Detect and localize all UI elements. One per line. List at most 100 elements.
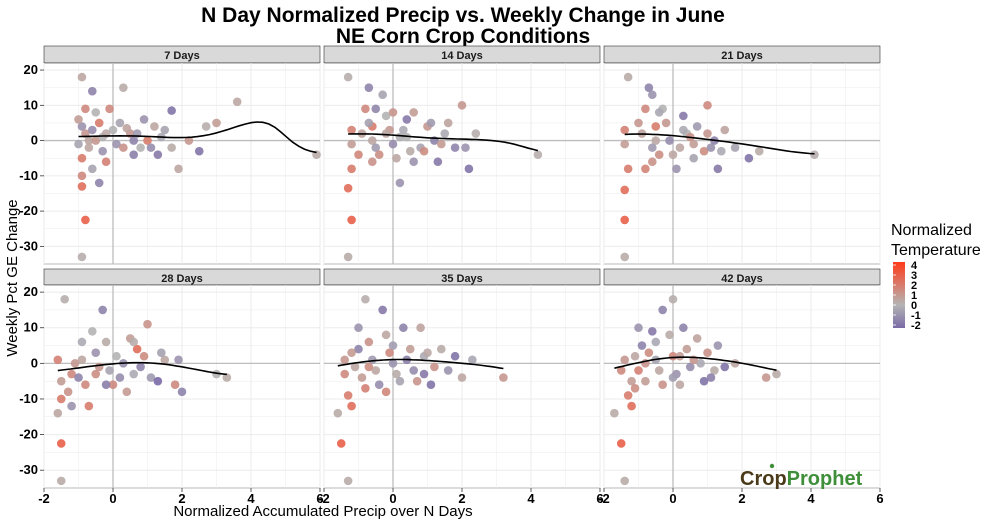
data-point xyxy=(620,476,629,486)
data-point xyxy=(627,401,636,411)
data-point xyxy=(717,146,726,156)
data-point xyxy=(378,305,387,315)
data-point xyxy=(416,323,425,333)
data-point xyxy=(139,351,149,361)
y-tick-label: -10 xyxy=(19,168,38,183)
data-point xyxy=(675,143,685,152)
data-point xyxy=(409,157,419,167)
data-point xyxy=(347,164,356,174)
data-point xyxy=(63,387,73,397)
y-tick-label: 20 xyxy=(24,284,38,299)
data-point xyxy=(457,101,467,110)
data-point xyxy=(88,125,97,135)
data-point xyxy=(88,86,97,96)
data-point xyxy=(648,326,657,336)
facet-panel: 7 Days xyxy=(43,45,321,265)
x-tick-label: 4 xyxy=(807,491,815,506)
data-point xyxy=(665,330,674,340)
data-point xyxy=(381,330,391,340)
data-point xyxy=(81,104,90,114)
data-point xyxy=(381,387,391,397)
y-tick-label: 20 xyxy=(24,62,38,77)
data-point xyxy=(399,125,408,135)
data-point xyxy=(703,129,712,138)
data-point xyxy=(409,108,419,117)
data-point xyxy=(91,348,101,357)
data-point xyxy=(430,362,439,372)
data-point xyxy=(371,366,381,375)
data-point xyxy=(129,369,138,379)
data-point xyxy=(381,129,391,138)
data-point xyxy=(364,337,374,347)
data-point xyxy=(371,104,381,114)
data-point xyxy=(374,150,384,159)
data-point xyxy=(610,408,619,418)
data-point xyxy=(665,136,674,145)
smoothed-trend-line xyxy=(337,358,504,370)
data-point xyxy=(74,139,83,149)
data-point xyxy=(395,376,405,386)
logo-text: CropProphet xyxy=(740,468,863,490)
data-point xyxy=(112,351,121,361)
data-point xyxy=(53,408,63,418)
data-point xyxy=(84,136,94,145)
facet-panel: 42 Days xyxy=(603,268,881,489)
data-point xyxy=(658,380,667,390)
data-point xyxy=(533,150,543,159)
data-point xyxy=(160,355,170,365)
data-point xyxy=(343,72,353,82)
data-point xyxy=(450,351,460,361)
data-point xyxy=(443,366,453,375)
data-point xyxy=(184,136,194,145)
data-point xyxy=(426,118,436,128)
data-point xyxy=(440,129,450,138)
y-tick-label: -30 xyxy=(19,238,38,253)
data-point xyxy=(378,90,387,100)
data-point xyxy=(364,362,374,372)
data-point xyxy=(167,106,176,115)
data-point xyxy=(105,366,114,375)
facet-panel: 14 Days xyxy=(323,45,601,265)
data-point xyxy=(343,391,353,400)
legend-tick-label: 1 xyxy=(911,290,917,302)
data-point xyxy=(620,215,629,225)
data-point xyxy=(651,337,661,347)
x-tick-label: -2 xyxy=(38,491,50,506)
data-point xyxy=(364,118,374,128)
data-point xyxy=(761,373,771,382)
data-point xyxy=(772,369,781,379)
legend-colorbar xyxy=(893,262,905,328)
data-point xyxy=(689,139,698,149)
logo-crop: Crop xyxy=(740,468,787,490)
data-point xyxy=(706,143,716,152)
data-point xyxy=(60,294,69,304)
data-point xyxy=(119,143,128,152)
data-point xyxy=(354,150,363,159)
data-point xyxy=(392,153,401,163)
data-point xyxy=(620,252,629,262)
data-point xyxy=(388,341,398,350)
data-point xyxy=(108,125,118,135)
data-point xyxy=(361,104,370,114)
data-point xyxy=(77,337,87,347)
data-point xyxy=(443,118,453,128)
data-point xyxy=(146,143,156,152)
data-point xyxy=(77,171,87,181)
data-point xyxy=(405,146,415,156)
data-point xyxy=(129,136,138,145)
data-point xyxy=(347,348,356,357)
data-point xyxy=(623,72,633,82)
data-point xyxy=(450,143,460,152)
legend-tick-label: 2 xyxy=(911,280,917,292)
cropprophet-logo: CropProphet xyxy=(740,463,863,490)
data-point xyxy=(672,164,681,174)
data-point xyxy=(115,373,125,382)
strip-label: 21 Days xyxy=(721,50,763,62)
data-point xyxy=(668,150,678,159)
data-point xyxy=(101,380,111,390)
data-point xyxy=(174,355,183,365)
data-point xyxy=(91,108,101,117)
data-point xyxy=(675,351,685,361)
data-point xyxy=(122,123,132,133)
